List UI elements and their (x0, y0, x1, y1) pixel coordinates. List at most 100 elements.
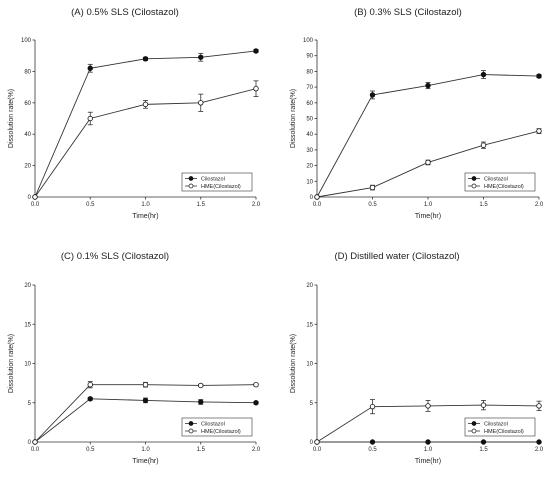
data-point (87, 115, 93, 122)
legend-label: HME(Cilostazol) (201, 429, 241, 435)
data-point (369, 439, 376, 445)
legend-marker (188, 421, 194, 426)
x-tick-label: 1.5 (479, 202, 488, 208)
chart-title: (A) 0.5% SLS (Cilostazol) (71, 7, 179, 18)
x-tick-label: 0.0 (31, 202, 40, 208)
data-point (314, 439, 320, 445)
legend-label: Cilostazol (484, 177, 508, 183)
y-tick-label: 0 (310, 440, 314, 446)
x-tick-label: 2.0 (535, 447, 544, 453)
data-point (480, 402, 487, 408)
x-tick-label: 2.0 (252, 202, 261, 208)
data-point (198, 100, 204, 106)
data-point (32, 194, 38, 200)
data-point (536, 439, 542, 445)
data-point (480, 142, 487, 148)
y-axis-label: Dissolution rate(%) (290, 89, 297, 148)
data-point (425, 159, 431, 166)
chart-panel-2: (C) 0.1% SLS (Cilostazol) 0.0 0.5 1.0 1.5 2.0… (8, 251, 261, 465)
x-axis-label: Time(hr) (132, 458, 158, 465)
y-tick-label: 60 (306, 101, 313, 107)
x-tick-label: 1.0 (141, 202, 150, 208)
data-point (87, 65, 93, 71)
y-tick-label: 0 (310, 195, 314, 201)
data-point (142, 101, 149, 108)
x-axis-label: Time(hr) (415, 213, 441, 220)
x-tick-label: 1.0 (424, 447, 433, 453)
y-tick-label: 5 (28, 401, 32, 407)
legend-marker (471, 421, 477, 426)
y-tick-label: 80 (306, 69, 313, 75)
y-tick-label: 15 (306, 322, 313, 328)
y-tick-label: 60 (24, 101, 31, 107)
x-tick-label: 2.0 (252, 447, 261, 453)
legend-label: HME(Cilostazol) (484, 429, 524, 435)
y-tick-label: 40 (306, 132, 313, 138)
y-axis-label: Dissolution rate(%) (290, 334, 297, 393)
data-point (142, 397, 149, 404)
legend-box (181, 417, 253, 437)
data-point (425, 439, 431, 445)
data-point (536, 128, 542, 134)
y-tick-label: 100 (303, 38, 314, 44)
chart-panel-3: (D) Distilled water (Cilostazol) 0.0 0.5 1.… (290, 251, 544, 465)
data-point (198, 382, 204, 389)
x-tick-label: 1.5 (197, 202, 206, 208)
legend-label: HME(Cilostazol) (484, 184, 524, 190)
y-tick-label: 20 (24, 283, 31, 289)
legend-box (464, 172, 536, 192)
legend-marker (188, 183, 194, 189)
y-tick-label: 0 (28, 440, 32, 446)
legend-marker (471, 428, 477, 434)
data-point (369, 92, 376, 98)
legend-label: Cilostazol (484, 422, 508, 428)
data-point (369, 403, 376, 410)
legend-marker (188, 428, 194, 434)
x-tick-label: 1.5 (197, 447, 206, 453)
chart-title: (D) Distilled water (Cilostazol) (334, 251, 459, 262)
data-point (369, 184, 376, 191)
y-tick-label: 80 (24, 69, 31, 75)
data-point (253, 85, 259, 92)
x-tick-label: 0.5 (368, 202, 377, 208)
y-axis-label: Dissolution rate(%) (8, 334, 15, 393)
y-tick-label: 20 (24, 164, 31, 170)
chart-title: (C) 0.1% SLS (Cilostazol) (61, 251, 169, 262)
data-point (480, 71, 487, 78)
data-point (87, 381, 93, 388)
chart-title: (B) 0.3% SLS (Cilostazol) (354, 7, 462, 18)
legend-label: Cilostazol (201, 177, 225, 183)
x-tick-label: 1.0 (141, 447, 150, 453)
y-tick-label: 50 (306, 117, 313, 123)
y-axis-label: Dissolution rate(%) (8, 89, 15, 148)
y-tick-label: 20 (306, 283, 313, 289)
legend-box (181, 172, 253, 192)
data-point (425, 403, 431, 409)
legend-marker (188, 176, 194, 181)
chart-panel-1: (B) 0.3% SLS (Cilostazol) 0.0 0.5 1.0 1.5 2.0… (290, 7, 544, 220)
legend-label: Cilostazol (201, 422, 225, 428)
x-tick-label: 1.5 (479, 447, 488, 453)
y-tick-label: 10 (306, 179, 313, 185)
y-tick-label: 70 (306, 85, 313, 91)
data-point (87, 396, 93, 402)
legend-marker (471, 176, 477, 181)
data-point (536, 403, 542, 409)
x-tick-label: 0.5 (86, 202, 95, 208)
y-tick-label: 5 (310, 401, 314, 407)
x-tick-label: 1.0 (424, 202, 433, 208)
data-point (425, 82, 431, 89)
legend-marker (471, 183, 477, 189)
x-tick-label: 0.0 (31, 447, 40, 453)
data-point (142, 56, 149, 62)
data-point (253, 381, 259, 388)
x-tick-label: 0.0 (313, 447, 322, 453)
x-axis-label: Time(hr) (132, 213, 158, 220)
x-tick-label: 2.0 (535, 202, 544, 208)
